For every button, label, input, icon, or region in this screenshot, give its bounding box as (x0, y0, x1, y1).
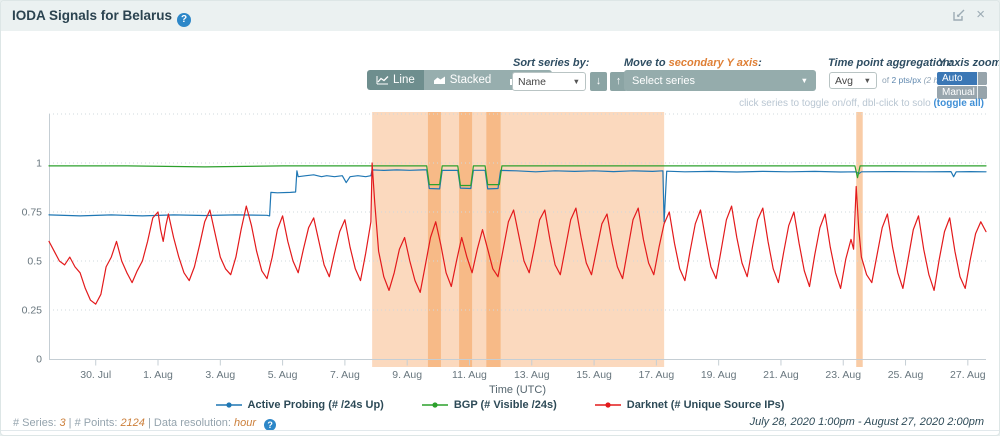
y-tick-label: 0.25 (22, 305, 43, 317)
close-icon[interactable]: × (976, 6, 985, 23)
line-button-label: Line (393, 74, 415, 86)
signals-chart[interactable]: 30. Jul 1. Aug 3. Aug 5. Aug 7. Aug 9. Aug 11.… (1, 96, 1000, 406)
chevron-down-icon: ▼ (863, 76, 871, 85)
series-line[interactable] (48, 165, 987, 187)
date-range: July 28, 2020 1:00pm - August 27, 2020 2… (749, 416, 984, 428)
sort-series-select[interactable]: Name ▼ (512, 72, 586, 91)
chart-area: 30. Jul 1. Aug 3. Aug 5. Aug 7. Aug 9. Aug 11.… (1, 96, 1000, 406)
sort-series-value: Name (518, 75, 547, 88)
y-axis-zoom-label: Y axis zoom: (938, 57, 1000, 69)
legend-label: BGP (# Visible /24s) (453, 399, 557, 411)
secondary-axis-placeholder: Select series (632, 74, 695, 87)
y-zoom-manual-button[interactable]: Manual (937, 86, 987, 99)
highlight-region (427, 112, 441, 367)
series-line[interactable] (48, 162, 987, 305)
legend-marker-icon (421, 402, 448, 408)
legend-item-active-probing[interactable]: Active Probing (# /24s Up) (215, 399, 384, 411)
x-tick-label: 3. Aug (205, 369, 235, 381)
line-chart-button[interactable]: Line (367, 70, 424, 90)
stacked-chart-button[interactable]: Stacked (423, 70, 501, 90)
secondary-axis-label: Move to secondary Y axis: (624, 57, 762, 69)
legend-marker-icon (215, 402, 242, 408)
highlight-region (372, 112, 665, 367)
y-tick-label: 0 (36, 354, 42, 366)
stacked-button-label: Stacked (449, 74, 492, 86)
x-axis-title: Time (UTC) (489, 384, 546, 396)
x-tick-label: 25. Aug (888, 369, 924, 381)
line-chart-icon (376, 76, 389, 85)
x-tick-label: 23. Aug (825, 369, 861, 381)
sort-series-label: Sort series by: (513, 57, 590, 69)
x-tick-label: 9. Aug (392, 369, 422, 381)
divider (1, 430, 999, 431)
data-summary: # Series: 3 | # Points: 2124 | Data reso… (13, 417, 277, 431)
highlight-region (459, 112, 473, 367)
sort-descending-button[interactable]: ↓ (590, 72, 607, 91)
y-zoom-auto-button[interactable]: Auto (937, 72, 987, 85)
x-tick-label: 21. Aug (763, 369, 799, 381)
points-count: 2124 (120, 417, 145, 429)
aggregation-label: Time point aggregation: (828, 57, 954, 69)
x-tick-label: 19. Aug (701, 369, 737, 381)
x-tick-label: 7. Aug (330, 369, 360, 381)
x-tick-label: 5. Aug (268, 369, 298, 381)
x-tick-label: 30. Jul (80, 369, 111, 381)
x-tick-label: 13. Aug (514, 369, 550, 381)
sort-ascending-button[interactable]: ↑ (610, 72, 627, 91)
y-tick-label: 1 (36, 158, 42, 170)
title-help-icon[interactable]: ? (177, 13, 192, 27)
highlight-region (486, 112, 501, 367)
legend-marker-icon (594, 402, 621, 408)
x-tick-label: 17. Aug (639, 369, 675, 381)
title-text: IODA Signals for Belarus (12, 8, 173, 23)
secondary-axis-select[interactable]: Select series ▼ (624, 70, 816, 91)
chart-legend: Active Probing (# /24s Up) BGP (# Visibl… (1, 399, 999, 411)
y-tick-label: 0.75 (22, 207, 43, 219)
aggregation-value: Avg (835, 74, 853, 87)
series-count: 3 (59, 417, 66, 429)
x-tick-label: 1. Aug (143, 369, 173, 381)
legend-item-bgp[interactable]: BGP (# Visible /24s) (421, 399, 557, 411)
legend-label: Darknet (# Unique Source IPs) (626, 399, 785, 411)
data-resolution: hour (234, 417, 257, 429)
stacked-area-icon (433, 76, 445, 84)
y-tick-label: 0.5 (27, 256, 42, 268)
chevron-down-icon: ▼ (572, 77, 580, 86)
legend-label: Active Probing (# /24s Up) (247, 399, 384, 411)
x-tick-label: 27. Aug (950, 369, 986, 381)
x-tick-label: 11. Aug (452, 369, 487, 381)
widget-header: IODA Signals for Belarus? × (1, 1, 999, 31)
chevron-down-icon: ▼ (800, 76, 808, 85)
resolution-help-icon[interactable]: ? (264, 419, 277, 431)
toggle-all-link[interactable]: (toggle all) (933, 98, 984, 109)
aggregation-select[interactable]: Avg ▼ (829, 72, 877, 89)
legend-item-darknet[interactable]: Darknet (# Unique Source IPs) (594, 399, 785, 411)
x-tick-label: 15. Aug (576, 369, 612, 381)
series-toggle-hint: click series to toggle on/off, dbl-click… (739, 98, 984, 109)
edit-icon[interactable] (952, 8, 966, 22)
page-title: IODA Signals for Belarus? (12, 8, 192, 27)
